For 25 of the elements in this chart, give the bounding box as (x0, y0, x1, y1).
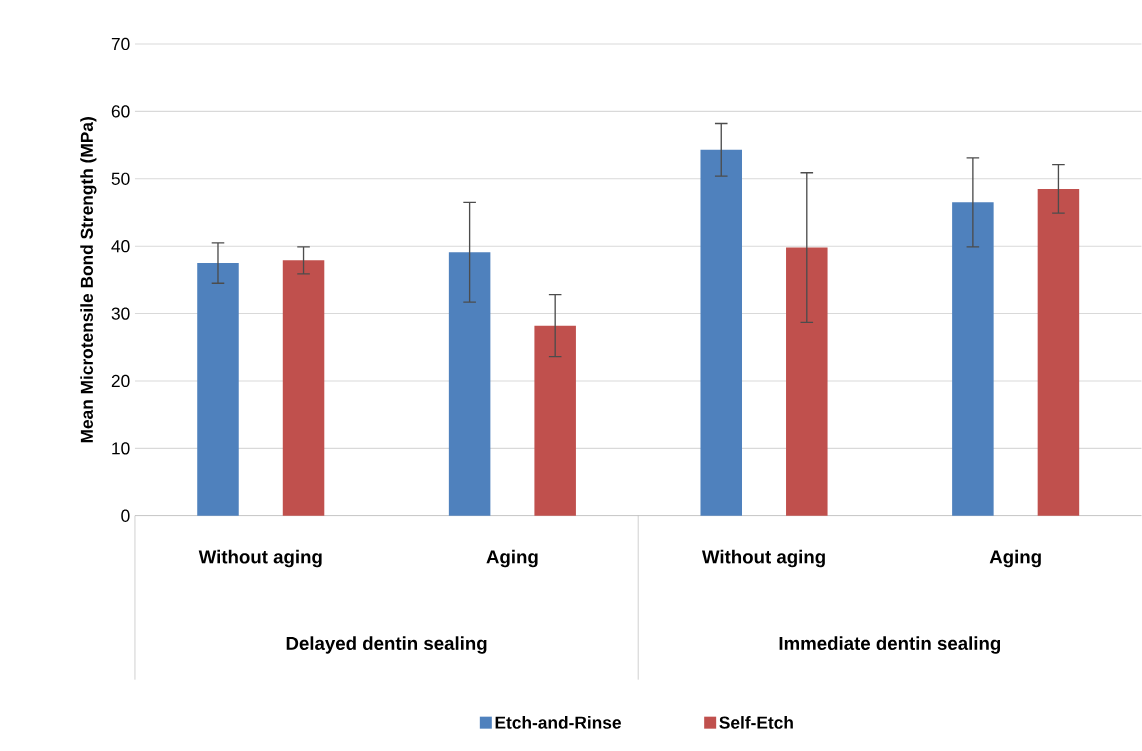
y-tick-label: 60 (111, 105, 130, 118)
y-tick-label: 30 (111, 307, 130, 320)
bar (786, 247, 828, 516)
x-tick-label: Without aging (198, 549, 322, 568)
bar (952, 202, 994, 516)
legend-label: Self-Etch (719, 716, 793, 729)
y-tick-label: 50 (111, 172, 130, 186)
x-tick-label: Aging (989, 549, 1041, 568)
text: Immediate dentin sealing (779, 636, 1001, 654)
bar (1037, 189, 1080, 516)
text: Delayed dentin sealing (286, 636, 487, 654)
bar (534, 325, 576, 516)
x-tick-label: Without aging (701, 549, 825, 568)
y-axis-title: Mean Microtensile Bond Strength (MPa) (80, 117, 97, 443)
bar (448, 252, 491, 516)
x-tick-label: Aging (486, 549, 538, 568)
legend-label: Etch-and-Rinse (495, 716, 621, 729)
y-tick-label: 0 (121, 509, 130, 523)
bar (700, 149, 743, 516)
bar (282, 260, 325, 516)
y-tick-label: 40 (111, 240, 130, 253)
y-tick-label: 10 (112, 442, 130, 455)
y-tick-label: 20 (111, 375, 130, 388)
bar (197, 263, 239, 516)
y-tick-label: 70 (111, 38, 130, 51)
